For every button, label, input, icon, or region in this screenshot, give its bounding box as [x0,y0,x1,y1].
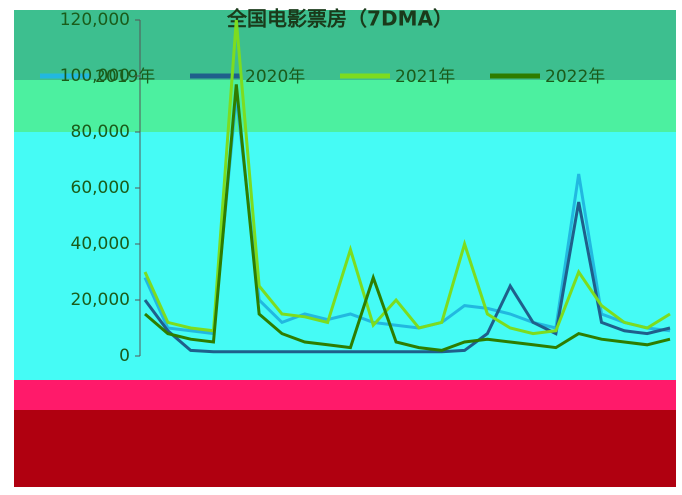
axis-band [14,380,676,410]
header-band [14,10,676,80]
legend-band [14,80,676,132]
y-tick-label: 80,000 [71,122,130,142]
legend-label: 2021年 [395,67,455,87]
legend-label: 2019年 [95,67,155,87]
y-tick-label: 40,000 [71,234,130,254]
y-tick-label: 20,000 [71,290,130,310]
legend-label: 2020年 [245,67,305,87]
legend-label: 2022年 [545,67,605,87]
series-line [144,84,671,352]
plot-band [14,132,676,380]
y-tick-label: 0 [119,346,130,366]
chart-title: 全国电影票房（7DMA） [226,7,453,31]
footer-band [14,410,676,487]
y-tick-label: 60,000 [71,178,130,198]
y-tick-label: 120,000 [60,10,130,30]
series-line [143,201,671,354]
y-tick-label: 100,000 [60,66,130,86]
series-line [143,19,671,336]
